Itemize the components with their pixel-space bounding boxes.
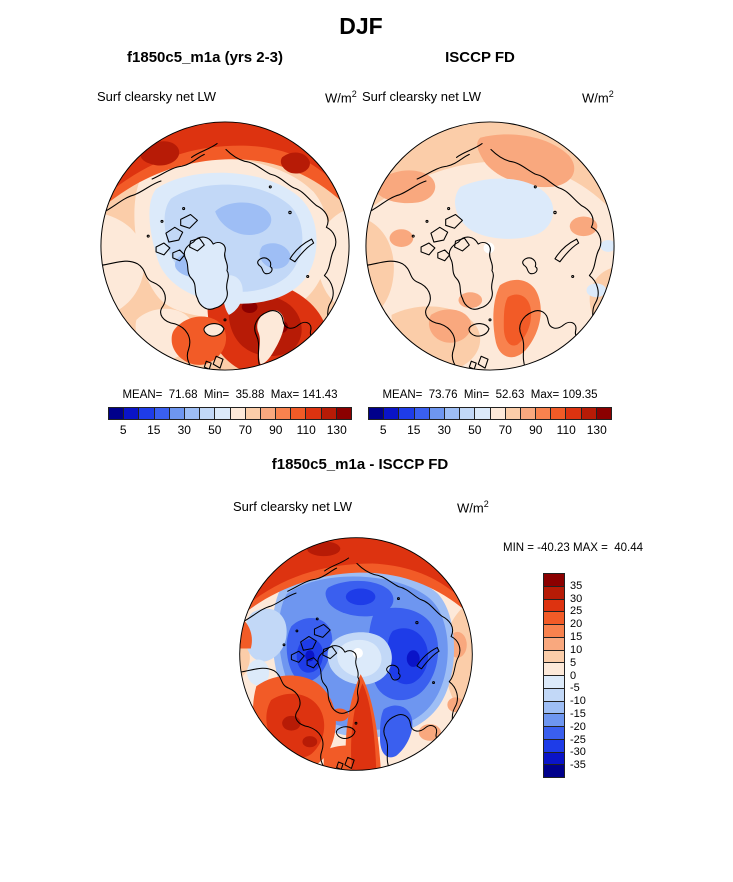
colorbar-tick-label: 110 [556,423,576,437]
colorbar-tick-label: 110 [296,423,316,437]
model-colorbar [108,407,352,420]
colorbar-tick-label: -15 [570,707,586,720]
figure-title: DJF [339,13,383,39]
obs-contour-fills [365,121,615,371]
diff-colorbar-labels: 35 30 25 20 15 10 5 0 -5 -10 -15 -20 -25 -30 -35 [570,573,604,778]
obs-map-outline [365,121,615,371]
model-field-label: Surf clearsky net LW [97,89,216,104]
diff-colorbar [543,573,565,778]
colorbar-tick-label: 90 [529,423,543,437]
colorbar-tick-label: 15 [570,631,583,644]
obs-panel-title: ISCCP FD [445,49,515,66]
colorbar-tick-label: -20 [570,720,586,733]
model-units-label: W/m2 [325,89,357,106]
colorbar-tick-label: 20 [570,618,583,631]
obs-units-label: W/m2 [582,89,614,106]
model-map [100,121,350,371]
diff-pole-hole [352,648,363,659]
colorbar-tick-label: 15 [147,423,161,437]
colorbar-tick-label: 130 [326,423,347,437]
colorbar-tick-label: 35 [570,579,583,592]
colorbar-tick-label: 50 [208,423,222,437]
diff-field-label: Surf clearsky net LW [233,499,352,514]
model-panel-title: f1850c5_m1a (yrs 2-3) [127,49,283,66]
colorbar-tick-label: -35 [570,759,586,772]
colorbar-tick-label: 90 [269,423,283,437]
diff-map [239,537,473,771]
colorbar-tick-label: -30 [570,746,586,759]
diff-stats: MIN = -40.23 MAX = 40.44 [503,542,643,554]
model-stats: MEAN= 71.68 Min= 35.88 Max= 141.43 [122,389,338,401]
diff-map-outline [239,537,473,771]
colorbar-tick-label: -5 [570,682,580,695]
obs-field-label: Surf clearsky net LW [362,89,481,104]
diff-panel-title: f1850c5_m1a - ISCCP FD [271,456,449,473]
colorbar-tick-label: 25 [570,605,583,618]
diff-units-label: W/m2 [457,499,489,516]
colorbar-tick-label: 30 [177,423,191,437]
colorbar-tick-label: 5 [570,656,577,669]
colorbar-tick-label: 5 [119,423,127,437]
obs-colorbar-ticks: 5 15 30 50 70 90 110 130 [368,423,612,437]
model-map-outline [100,121,350,371]
colorbar-tick-label: 15 [407,423,421,437]
obs-pole-hole [483,242,495,254]
colorbar-tick-label: 70 [238,423,252,437]
colorbar-tick-label: 30 [570,592,583,605]
colorbar-tick-label: 70 [498,423,512,437]
colorbar-tick-label: 0 [570,669,577,682]
obs-map [365,121,615,371]
colorbar-tick-label: 5 [379,423,387,437]
colorbar-tick-label: -10 [570,695,586,708]
model-colorbar-ticks: 5 15 30 50 70 90 110 130 [108,423,352,437]
colorbar-tick-label: -25 [570,733,586,746]
colorbar-tick-label: 30 [437,423,451,437]
colorbar-tick-label: 130 [586,423,607,437]
colorbar-tick-label: 50 [468,423,482,437]
obs-stats: MEAN= 73.76 Min= 52.63 Max= 109.35 [382,389,598,401]
colorbar-tick-label: 10 [570,643,583,656]
obs-colorbar [368,407,612,420]
model-contour-fills [100,121,350,371]
